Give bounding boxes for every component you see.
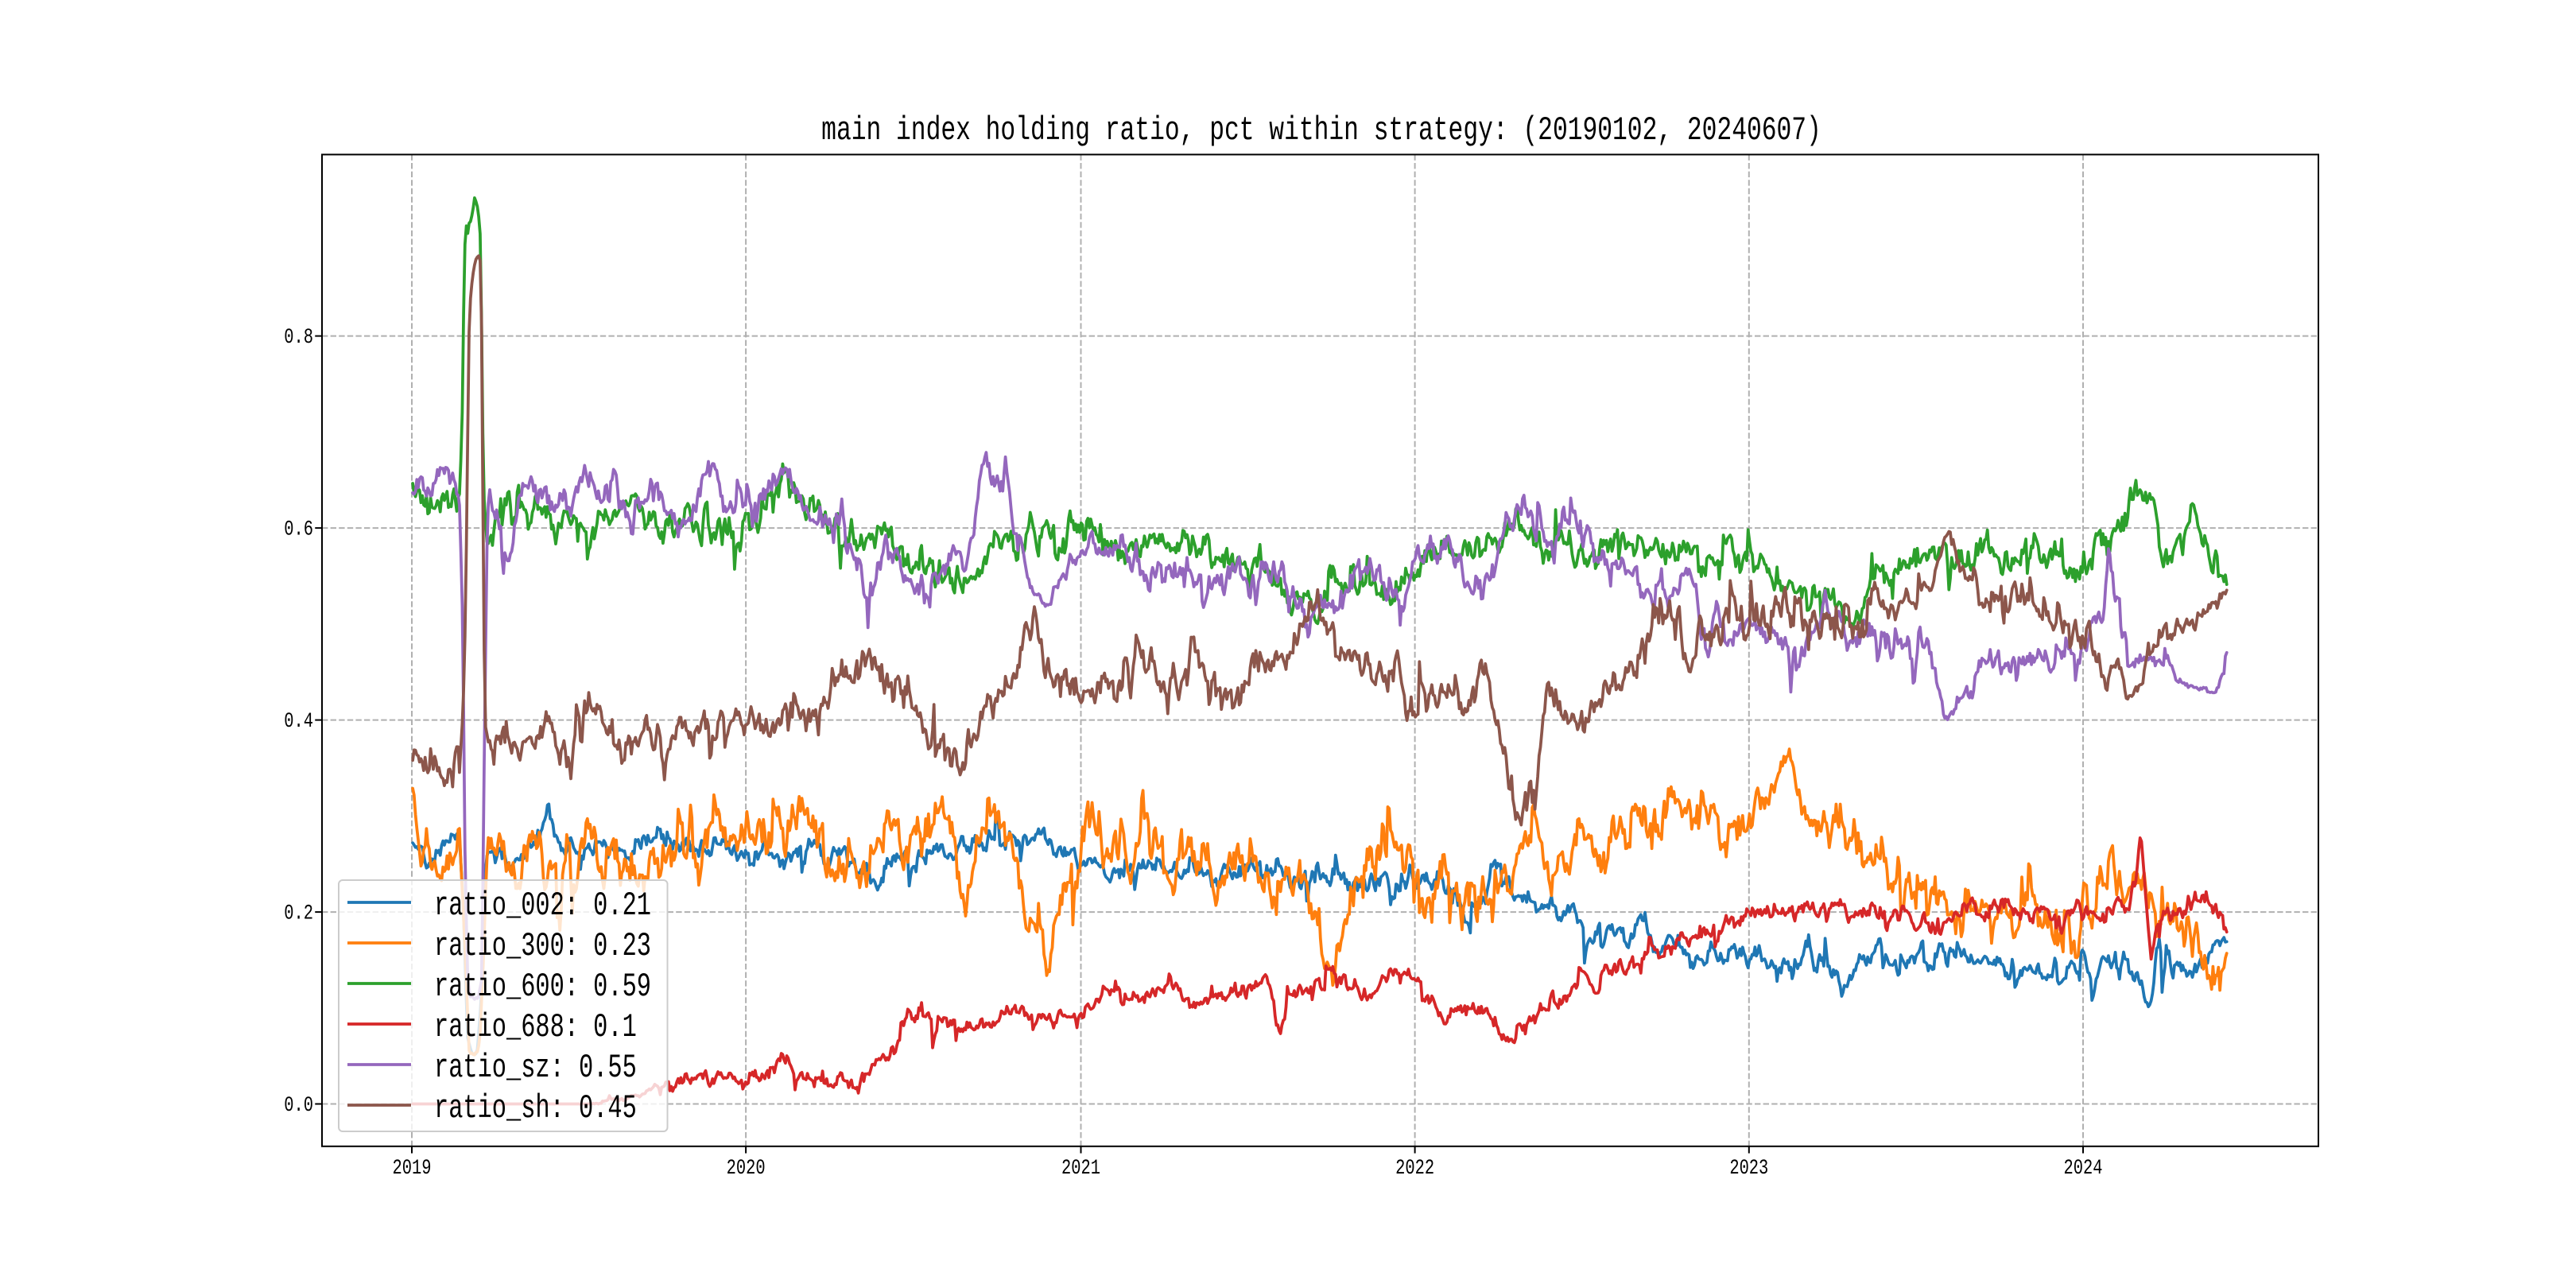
svg-text:ratio_300: 0.23: ratio_300: 0.23	[434, 928, 651, 965]
svg-text:ratio_600: 0.59: ratio_600: 0.59	[434, 968, 651, 1006]
svg-text:2021: 2021	[1061, 1157, 1100, 1181]
svg-text:ratio_688: 0.1: ratio_688: 0.1	[434, 1009, 637, 1046]
svg-text:0.8: 0.8	[284, 326, 313, 350]
svg-text:ratio_sh: 0.45: ratio_sh: 0.45	[434, 1090, 637, 1127]
svg-text:0.2: 0.2	[284, 902, 313, 925]
svg-text:2019: 2019	[393, 1157, 432, 1181]
svg-text:2022: 2022	[1395, 1157, 1434, 1181]
svg-text:0.0: 0.0	[284, 1094, 313, 1118]
svg-text:main index holding ratio, pct: main index holding ratio, pct within str…	[821, 112, 1821, 150]
svg-text:2024: 2024	[2064, 1157, 2103, 1181]
svg-text:ratio_002: 0.21: ratio_002: 0.21	[434, 887, 651, 925]
svg-text:0.6: 0.6	[284, 518, 313, 541]
svg-text:2023: 2023	[1729, 1157, 1768, 1181]
svg-text:ratio_sz: 0.55: ratio_sz: 0.55	[434, 1049, 637, 1087]
svg-text:2020: 2020	[727, 1157, 766, 1181]
svg-text:0.4: 0.4	[284, 710, 313, 734]
